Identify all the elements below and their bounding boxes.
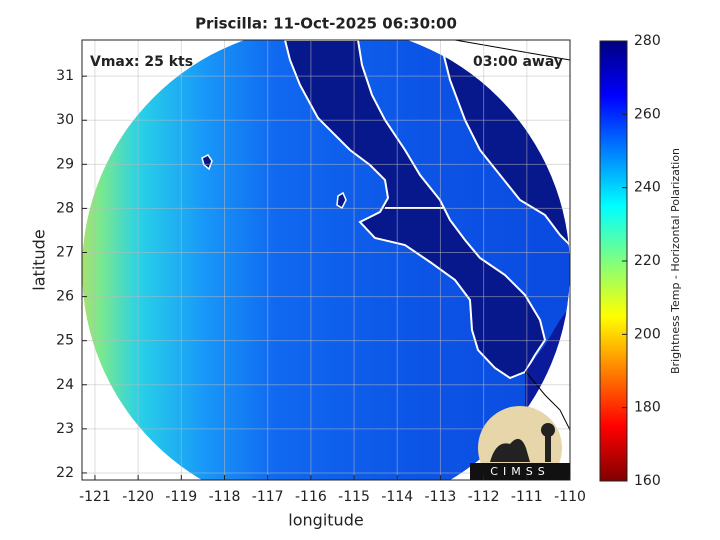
- x-tick-label: -113: [425, 489, 457, 505]
- swath: [82, 40, 570, 480]
- x-tick-label: -114: [381, 489, 413, 505]
- axes-box: [81, 39, 571, 481]
- annotation: 03:00 away: [473, 54, 563, 70]
- colorbar-tick-label: 220: [634, 253, 661, 269]
- y-tick-label: 30: [56, 112, 74, 128]
- y-tick-label: 26: [56, 289, 74, 305]
- x-tick-label: -112: [468, 489, 500, 505]
- y-tick-label: 29: [56, 156, 74, 172]
- y-tick-label: 27: [56, 245, 74, 261]
- colorbar-tick-label: 280: [634, 33, 661, 49]
- island: [336, 191, 347, 210]
- colorbar-tick-label: 160: [634, 473, 661, 489]
- y-tick-label: 22: [56, 465, 74, 481]
- logo: CIMSS: [470, 406, 570, 480]
- y-tick-label: 23: [56, 421, 74, 437]
- x-tick-label: -117: [252, 489, 284, 505]
- x-tick-label: -119: [165, 489, 197, 505]
- colorbar-label: Brightness Temp - Horizontal Polarizatio…: [669, 148, 682, 374]
- colorbar-tick-label: 180: [634, 400, 661, 416]
- x-tick-label: -110: [554, 489, 586, 505]
- x-tick-label: -111: [511, 489, 543, 505]
- logo-text: CIMSS: [490, 465, 549, 478]
- x-tick-label: -120: [122, 489, 154, 505]
- y-tick-label: 31: [56, 68, 74, 84]
- x-tick-label: -121: [79, 489, 111, 505]
- y-axis-label: latitude: [30, 229, 49, 290]
- x-axis-label: longitude: [288, 511, 363, 530]
- y-tick-label: 24: [56, 377, 74, 393]
- y-tick-label: 28: [56, 200, 74, 216]
- coastline: [454, 40, 570, 61]
- x-tick-label: -116: [295, 489, 327, 505]
- colorbar-tick-label: 240: [634, 180, 661, 196]
- annotation: Vmax: 25 kts: [90, 54, 193, 70]
- x-tick-label: -115: [338, 489, 370, 505]
- title: Priscilla: 11-Oct-2025 06:30:00: [195, 15, 457, 33]
- coastline: [525, 371, 570, 431]
- colorbar-tick-label: 200: [634, 326, 661, 342]
- x-tick-label: -118: [209, 489, 241, 505]
- colorbar-tick-label: 260: [634, 106, 661, 122]
- y-tick-label: 25: [56, 333, 74, 349]
